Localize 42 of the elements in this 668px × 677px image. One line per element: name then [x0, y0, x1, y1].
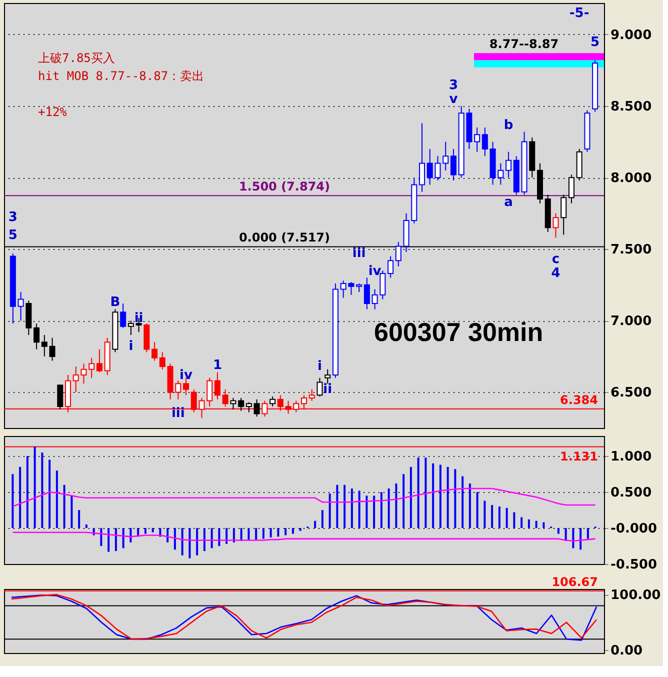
y-tick-label: 7.000: [610, 314, 652, 330]
annotation: v: [449, 92, 458, 107]
annotation: i: [128, 339, 134, 354]
annotation: iii: [171, 406, 185, 421]
ref-line-label: 1.500 (7.874): [238, 180, 330, 194]
y-tick-label: -0.000: [610, 522, 658, 537]
annotation: B: [110, 295, 120, 310]
y-tick-label: 6.500: [610, 386, 652, 401]
annotation: iv: [180, 368, 193, 383]
ref-line-label: 106.67: [552, 574, 598, 589]
y-tick-label: 8.000: [610, 171, 652, 186]
annotation: 4: [551, 266, 560, 281]
y-tick-label: 0.00: [610, 644, 643, 659]
y-tick-label: 8.500: [610, 100, 652, 115]
y-tick-label: 9.000: [610, 28, 652, 43]
annotation: 3: [448, 78, 458, 93]
annotation: c: [552, 252, 560, 267]
annotation: 3: [8, 210, 18, 225]
y-tick-label: 100.00: [610, 588, 661, 604]
annotation: iii: [352, 246, 366, 261]
annotation: hit MOB 8.77--8.87：卖出: [38, 69, 204, 83]
y-tick-label: -0.500: [610, 558, 658, 572]
annotation: b: [504, 118, 514, 133]
ref-line-label: 0.000 (7.517): [238, 230, 330, 245]
annotation: a: [504, 195, 513, 210]
annotation: ii: [134, 311, 144, 326]
annotation: 600307 30min: [374, 317, 544, 347]
annotation: +12%: [38, 105, 68, 119]
band-label: 8.77--8.87: [489, 37, 559, 52]
annotation: 1: [212, 358, 222, 373]
annotation: 5: [8, 228, 18, 243]
annotation: 上破7.85买入: [38, 51, 115, 65]
ref-line-label: 6.384: [560, 392, 598, 407]
annotation: ii: [323, 382, 332, 397]
annotation: iv: [368, 264, 382, 279]
annotation: 5: [590, 35, 600, 50]
ref-line-label: 1.131: [560, 450, 598, 464]
y-tick-label: 7.500: [610, 242, 652, 258]
y-tick-label: 1.000: [610, 450, 652, 465]
annotation: -5-: [569, 6, 590, 21]
annotation: i: [318, 359, 322, 374]
y-tick-label: 0.500: [610, 486, 652, 501]
